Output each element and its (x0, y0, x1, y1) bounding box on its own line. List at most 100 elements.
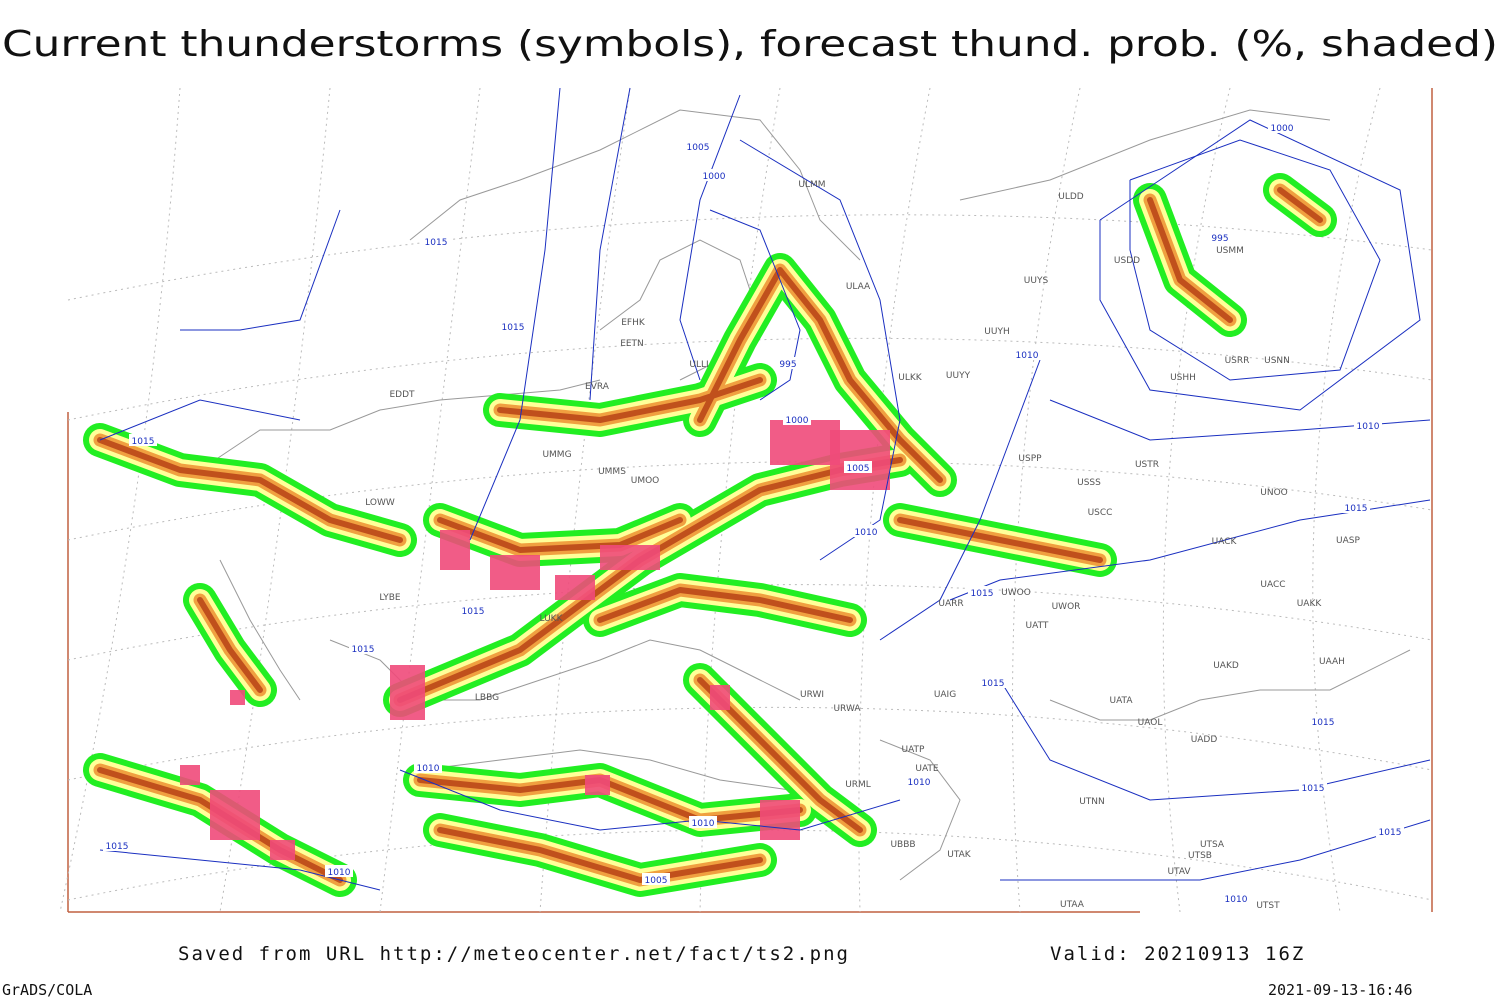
station-label: UATT (1026, 621, 1049, 631)
storm-symbol (440, 530, 470, 570)
station-label: ULDD (1058, 192, 1084, 202)
station-label: UWOO (1001, 588, 1031, 598)
shading-band (1277, 187, 1323, 223)
storm-symbol (390, 665, 425, 720)
station-label: UACK (1212, 537, 1238, 547)
software: GrADS/COLA (2, 981, 92, 999)
storm-symbol (180, 765, 200, 785)
isobar-label-bg (499, 320, 527, 332)
isobar (999, 679, 1431, 801)
isobar-label-bg (422, 235, 450, 247)
storm-symbol (230, 690, 245, 705)
timestamp: 2021-09-13-16:46 (1268, 981, 1413, 999)
station-label: USPP (1018, 454, 1042, 464)
isobar-label: 1015 (971, 589, 994, 599)
station-label: UMOO (631, 476, 660, 486)
isobar-label-bg (844, 461, 872, 473)
station-label: UAIG (934, 690, 956, 700)
isobar-label: 1015 (425, 238, 448, 248)
isobar-label-bg (1268, 121, 1296, 133)
isobar-label-bg (349, 642, 377, 654)
isobar-label-bg (642, 873, 670, 885)
isobar-label: 1015 (502, 323, 525, 333)
station-label: LOWW (365, 498, 395, 508)
station-label: USNN (1264, 356, 1290, 366)
station-label: UWOR (1052, 602, 1081, 612)
station-label: USCC (1088, 508, 1113, 518)
coastline (199, 379, 601, 471)
station-label: USRR (1225, 356, 1250, 366)
station-label: ULMM (798, 180, 825, 190)
shading-band (437, 517, 683, 553)
isobar-label: 1015 (1302, 784, 1325, 794)
station-label: UUYH (984, 327, 1009, 337)
station-label: URWI (800, 690, 824, 700)
isobar-label-bg (774, 357, 802, 369)
thunderstorm-symbols (180, 420, 890, 860)
isobar (99, 849, 381, 891)
isobar-label: 995 (1211, 234, 1228, 244)
isobar-label-bg (979, 676, 1007, 688)
isobar-label-bg (325, 865, 353, 877)
station-label: UUYS (1024, 276, 1049, 286)
isobar (1129, 139, 1381, 381)
isobar-label: 1015 (132, 437, 155, 447)
isobar-label-bg (103, 839, 131, 851)
station-label: URWA (833, 704, 861, 714)
isobar-label: 1010 (1225, 895, 1248, 905)
station-label: UAAH (1319, 657, 1345, 667)
isobar-label: 1015 (1312, 718, 1335, 728)
labels: 1005 1000 1015 1015 995 1000 1005 1010 1015 1015 1… (103, 121, 1404, 911)
shading-band (697, 267, 943, 483)
coastline (409, 109, 861, 261)
station-label: UTAA (1060, 900, 1085, 910)
coastline (1049, 649, 1411, 721)
station-label: USSS (1077, 478, 1101, 488)
storm-symbol (490, 555, 540, 590)
station-label: LYBE (379, 593, 400, 603)
storm-symbol (830, 430, 890, 490)
isobar-label: 1005 (847, 464, 870, 474)
isobar-label: 1010 (417, 764, 440, 774)
isobar-label-bg (129, 434, 157, 446)
station-label: EVRA (585, 382, 610, 392)
graticule-line (1012, 87, 1081, 913)
isobar-label: 1010 (692, 819, 715, 829)
station-label: UAKD (1213, 661, 1239, 671)
isobar-label-bg (1013, 348, 1041, 360)
isobar-label: 1015 (352, 645, 375, 655)
station-label: USHH (1170, 373, 1196, 383)
isobar-label-bg (783, 413, 811, 425)
station-label: UATP (902, 745, 926, 755)
station-label: UACC (1260, 580, 1285, 590)
storm-symbol (585, 775, 610, 795)
coastline (959, 109, 1331, 201)
station-label: UAKK (1297, 599, 1323, 609)
isobar-label: 1010 (328, 868, 351, 878)
station-label: UTST (1256, 901, 1280, 911)
coastline (219, 559, 301, 701)
isobar (469, 87, 561, 541)
station-label: UADD (1191, 735, 1218, 745)
isobar-label: 1000 (786, 416, 809, 426)
isobar-label: 1015 (1345, 504, 1368, 514)
isobar (679, 94, 741, 381)
isobar-label-bg (1206, 231, 1234, 243)
station-label: UUYY (946, 371, 971, 381)
isobar-label-bg (414, 761, 442, 773)
isobar-label-bg (1342, 501, 1370, 513)
isobar-label-bg (905, 775, 933, 787)
storm-symbol (270, 840, 295, 860)
graticule-line (1312, 87, 1381, 913)
isobars (99, 87, 1431, 891)
isobar (879, 359, 1041, 641)
storm-symbol (210, 790, 260, 840)
station-label: UAOL (1138, 718, 1163, 728)
shading-band (437, 827, 763, 883)
isobar-label-bg (1354, 419, 1382, 431)
isobar-label-bg (459, 604, 487, 616)
isobar-label: 1015 (106, 842, 129, 852)
isobar (99, 399, 301, 441)
storm-symbol (760, 800, 800, 840)
